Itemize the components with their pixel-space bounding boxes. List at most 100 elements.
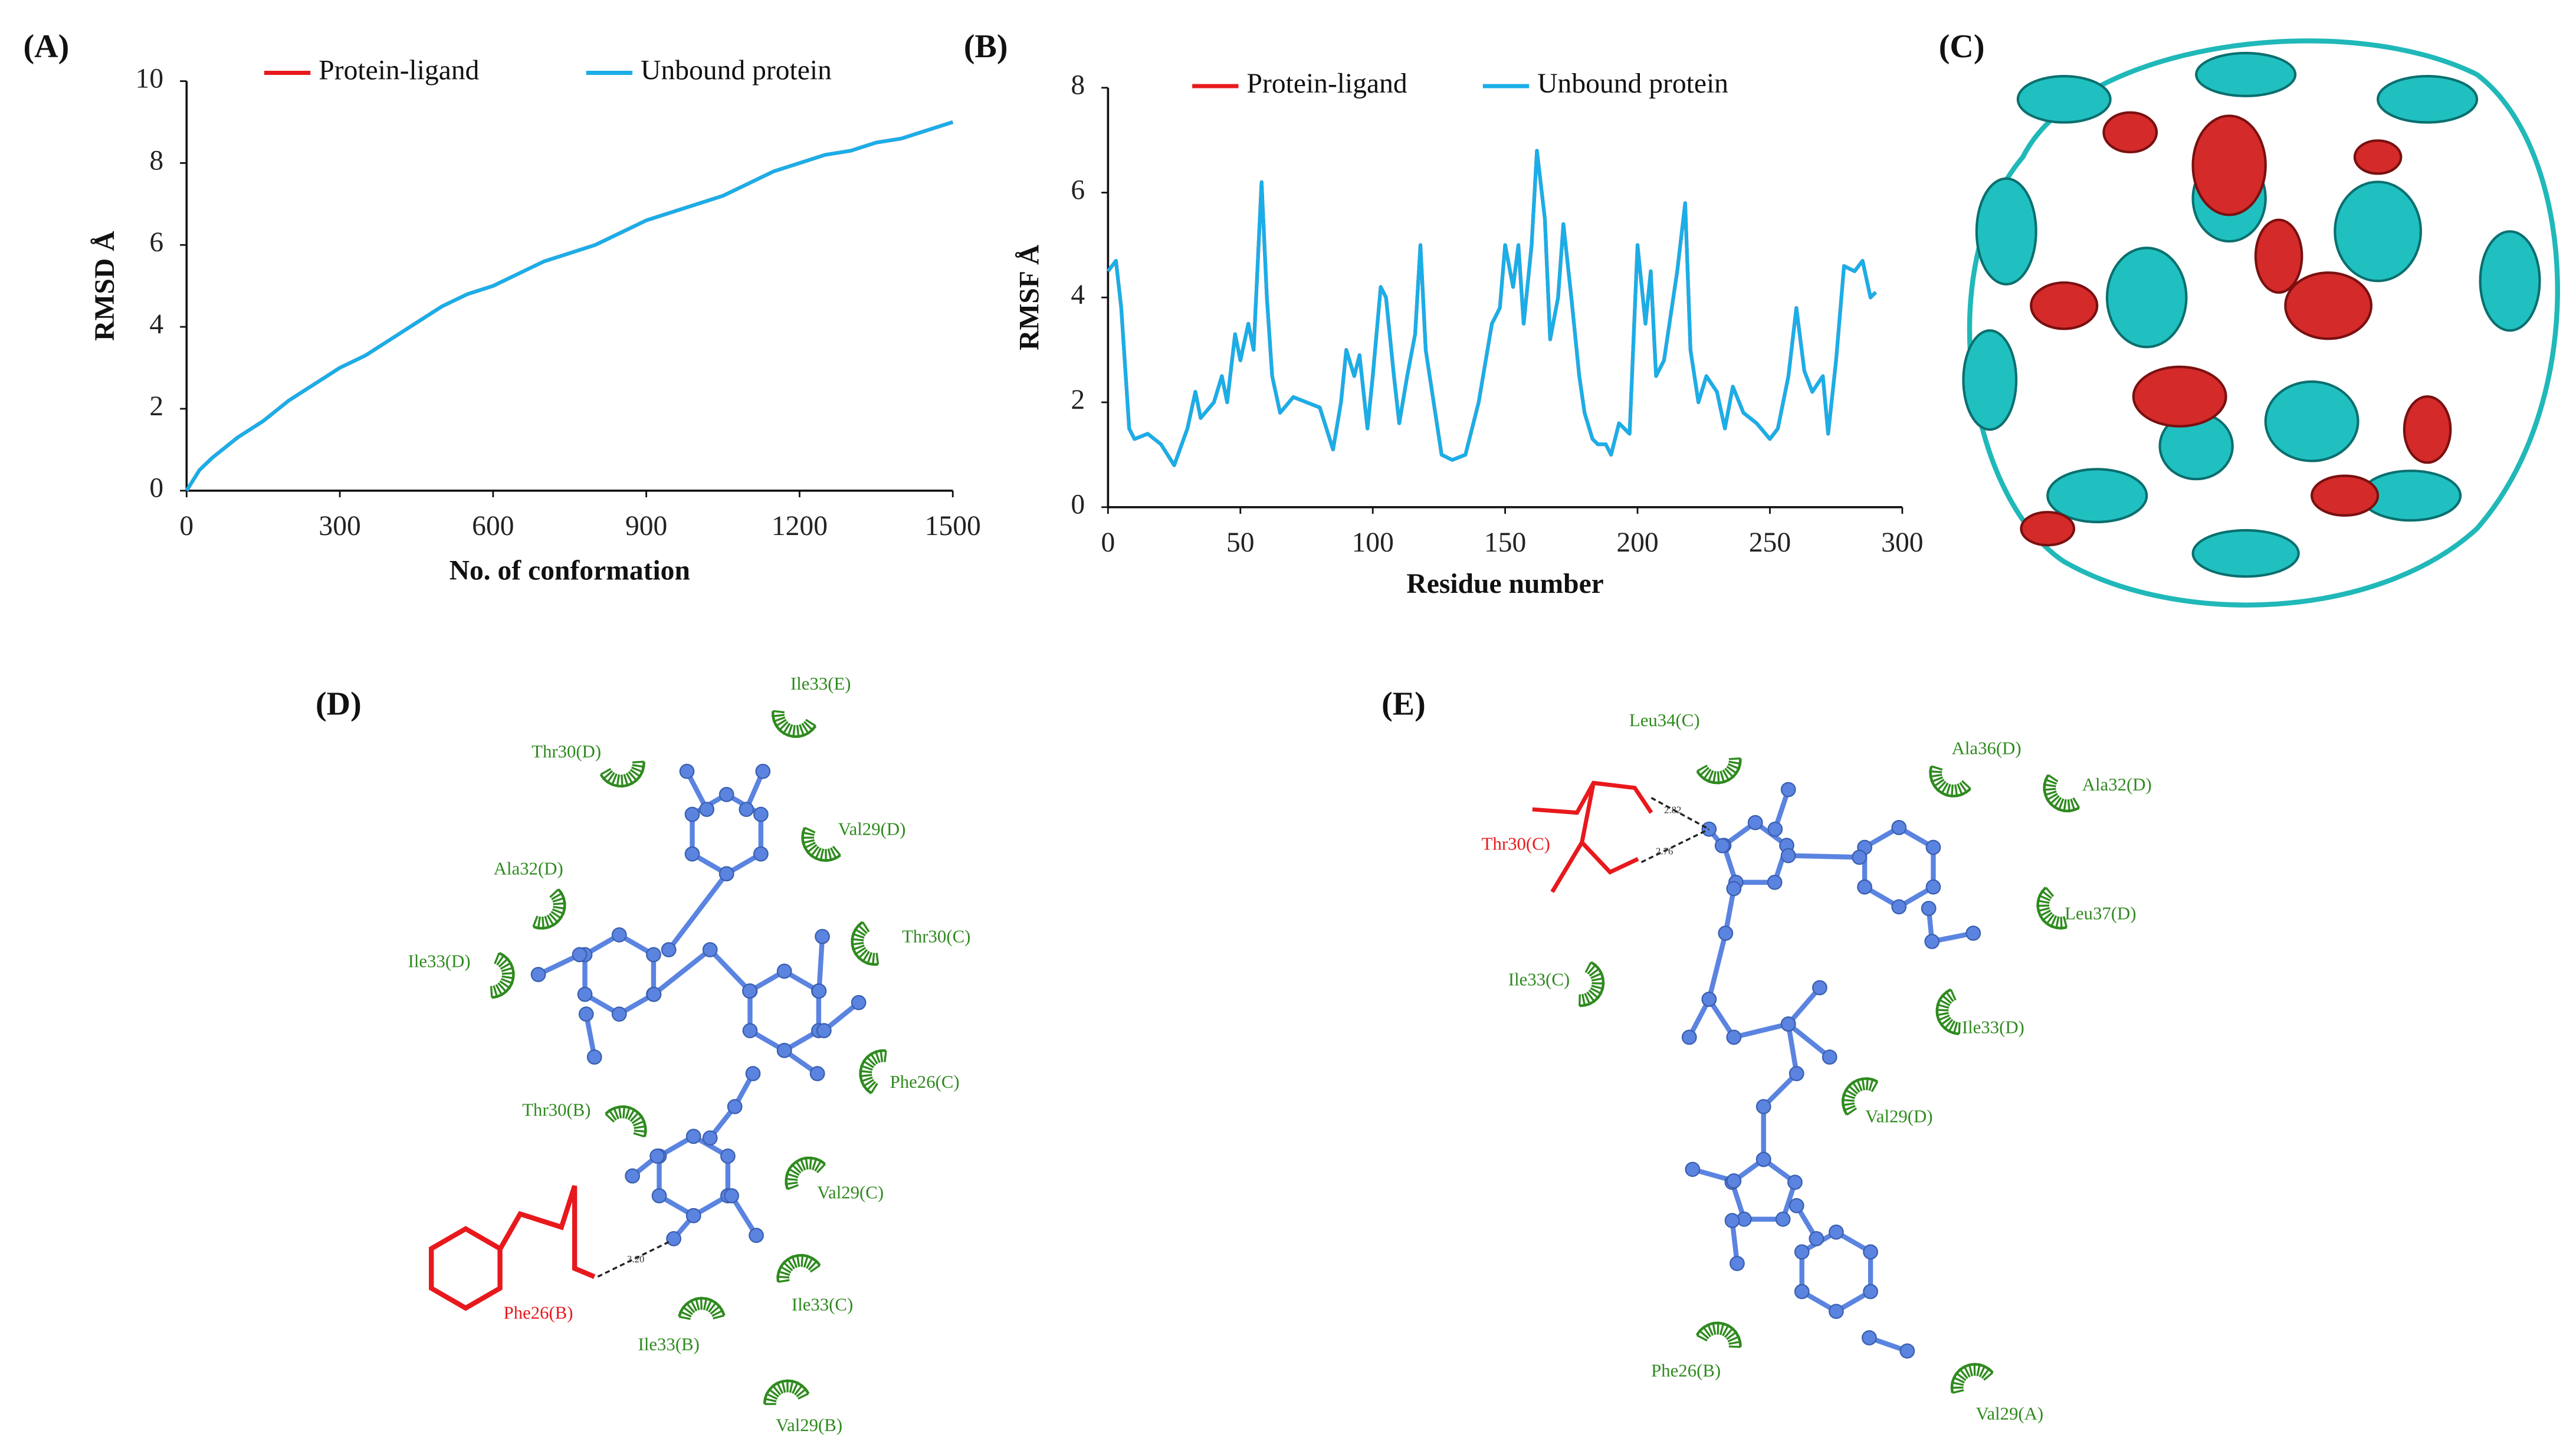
contact-spoke bbox=[2037, 904, 2050, 907]
ligand-atom bbox=[1726, 1029, 1742, 1045]
contact-spoke bbox=[2050, 915, 2057, 927]
contact-spoke bbox=[549, 888, 559, 898]
ligand-atom bbox=[586, 1049, 602, 1065]
contact-spoke bbox=[1937, 1003, 1950, 1009]
contact-spoke bbox=[1843, 1094, 1856, 1100]
contact-spoke bbox=[1726, 1331, 1737, 1340]
contact-spoke bbox=[789, 1381, 794, 1393]
ligand-chain bbox=[1788, 853, 1860, 860]
contact-spoke bbox=[1726, 765, 1737, 774]
contact-spoke bbox=[1959, 1369, 1968, 1379]
contact-spoke bbox=[494, 953, 500, 964]
contact-spoke bbox=[495, 984, 503, 995]
contact-spoke bbox=[1728, 760, 1741, 765]
ligand-atom bbox=[1767, 874, 1783, 890]
contact-spoke bbox=[1848, 1085, 1859, 1095]
ligand-atom bbox=[651, 1188, 667, 1203]
contact-spoke bbox=[1934, 779, 1945, 788]
ligand-atom bbox=[1787, 1174, 1803, 1190]
ligand-atom bbox=[718, 786, 734, 802]
contact-spoke bbox=[2044, 783, 2056, 788]
contact-spoke bbox=[777, 1279, 790, 1283]
contact-spoke bbox=[501, 972, 514, 975]
ligand-atom bbox=[1755, 1099, 1771, 1114]
contact-spoke bbox=[810, 846, 819, 857]
contact-spoke bbox=[1953, 1376, 1965, 1384]
ligand-atom bbox=[646, 986, 662, 1002]
ligand-atom bbox=[699, 802, 715, 817]
contact-spoke bbox=[625, 772, 634, 784]
contact-spoke bbox=[532, 916, 539, 927]
y-axis-title: RMSD Å bbox=[90, 231, 120, 341]
contact-spoke bbox=[2042, 890, 2052, 900]
ligand-atom bbox=[1726, 881, 1742, 897]
contact-spoke bbox=[803, 1256, 809, 1268]
residue-label: Val29(B) bbox=[776, 1415, 842, 1435]
contact-spoke bbox=[819, 848, 825, 861]
contact-spoke bbox=[501, 967, 513, 973]
contact-spoke bbox=[537, 916, 542, 928]
ligand-atom bbox=[572, 947, 588, 963]
ligand-atom bbox=[1780, 1016, 1796, 1032]
contact-spoke bbox=[708, 1302, 717, 1313]
ligand-atom bbox=[776, 1042, 792, 1058]
contact-spoke bbox=[1727, 763, 1740, 770]
contact-spoke bbox=[1963, 1366, 1971, 1378]
x-tick-label: 200 bbox=[1616, 527, 1658, 558]
contact-spoke bbox=[695, 1298, 700, 1311]
ligand-atom bbox=[753, 806, 769, 822]
ligand-atom bbox=[1724, 1213, 1740, 1228]
contact-spoke bbox=[1696, 764, 1708, 772]
interaction-diagram-d: (D) 3.20 Phe26(B) Thr30(D) Ile33(E) Val29(D) A… bbox=[316, 674, 970, 1435]
contact-spoke bbox=[2055, 916, 2060, 928]
residue-label: Phe26(B) bbox=[1651, 1361, 1721, 1381]
ligand-atom bbox=[724, 1188, 739, 1203]
contact-spoke bbox=[1727, 1336, 1739, 1343]
legend-label: Unbound protein bbox=[1537, 68, 1728, 99]
contact-spoke bbox=[875, 1051, 881, 1064]
contact-spoke bbox=[803, 721, 813, 731]
contact-spoke bbox=[1844, 1105, 1856, 1111]
contact-spoke bbox=[1931, 776, 1944, 783]
contact-spoke bbox=[863, 1060, 874, 1068]
ligand-atom bbox=[1829, 1224, 1844, 1240]
contact-spoke bbox=[629, 1112, 639, 1122]
contact-spoke bbox=[1584, 962, 1592, 973]
contact-spoke bbox=[622, 1106, 626, 1118]
contact-spoke bbox=[542, 916, 545, 928]
ligand-atom bbox=[749, 1228, 764, 1243]
y-tick-label: 8 bbox=[1071, 70, 1085, 101]
residue-label: Ala36(D) bbox=[1952, 738, 2022, 758]
contact-spoke bbox=[796, 724, 800, 737]
y-tick-label: 0 bbox=[1071, 490, 1085, 520]
contact-spoke bbox=[600, 767, 612, 776]
ligand-atom bbox=[1857, 879, 1872, 895]
x-tick-label: 900 bbox=[625, 511, 667, 542]
contact-spoke bbox=[705, 1300, 713, 1311]
contact-spoke bbox=[2070, 798, 2076, 811]
data-line bbox=[1106, 149, 1878, 467]
ligand-atom bbox=[1822, 1049, 1837, 1065]
residue-label: Ile33(B) bbox=[638, 1334, 700, 1354]
residue-label: Ala32(D) bbox=[494, 859, 563, 879]
ligand-atom bbox=[1863, 1244, 1878, 1260]
contact-spoke bbox=[1712, 771, 1717, 783]
contact-spoke bbox=[2040, 909, 2051, 917]
contact-spoke bbox=[805, 1258, 813, 1269]
ligand-atom bbox=[685, 1128, 701, 1144]
ligand-atom bbox=[1789, 1066, 1804, 1081]
contact-spoke bbox=[799, 724, 805, 736]
contact-spoke bbox=[2044, 788, 2056, 791]
contact-spoke bbox=[780, 1266, 792, 1274]
ligand-atom bbox=[739, 802, 754, 817]
ligand-atom bbox=[1924, 934, 1940, 949]
contact-spoke bbox=[776, 718, 787, 727]
contact-spoke bbox=[1587, 964, 1596, 975]
contact-spoke bbox=[827, 848, 832, 861]
ligand-ring bbox=[582, 931, 657, 1018]
residue-label: Thr30(B) bbox=[522, 1100, 590, 1120]
residue-label: Thr30(C) bbox=[1482, 834, 1550, 854]
contact-spoke bbox=[1590, 987, 1602, 995]
contact-spoke bbox=[812, 1159, 818, 1170]
